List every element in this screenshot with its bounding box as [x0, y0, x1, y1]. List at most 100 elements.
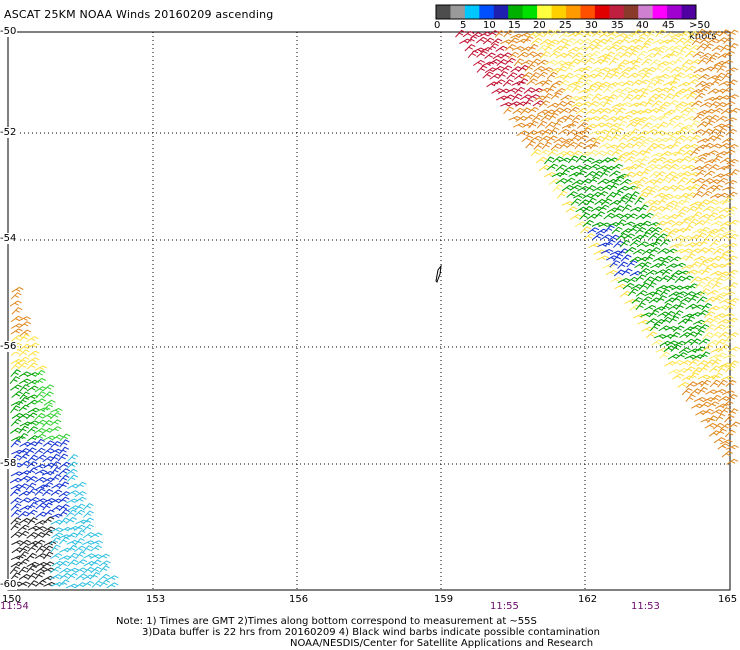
wind-barb: [656, 233, 668, 240]
wind-barb: [717, 318, 730, 325]
wind-barb: [680, 235, 693, 241]
wind-barb: [564, 114, 575, 123]
wind-barb: [521, 135, 534, 143]
wind-barb: [50, 441, 62, 448]
wind-barb: [10, 522, 21, 531]
wind-barb: [727, 360, 740, 368]
wind-barb: [720, 108, 733, 115]
wind-barb: [10, 471, 24, 477]
wind-barb: [675, 37, 687, 45]
wind-barb: [11, 412, 24, 419]
colorbar-label-15: 15: [508, 20, 521, 31]
wind-barb: [679, 285, 692, 291]
wind-barb: [692, 177, 705, 184]
wind-barb: [621, 268, 633, 276]
time-label-3: 11:53: [631, 601, 660, 612]
wind-barb: [559, 107, 572, 114]
wind-barb: [533, 142, 545, 150]
wind-barb: [700, 379, 712, 388]
wind-barb: [537, 44, 549, 52]
wind-barb: [569, 134, 582, 142]
wind-barb: [635, 226, 647, 235]
wind-barb: [26, 362, 38, 370]
wind-barb: [89, 571, 101, 580]
wind-barb: [724, 117, 738, 122]
wind-barb: [665, 120, 677, 128]
wind-barb: [484, 52, 496, 60]
wind-barb: [724, 414, 735, 423]
wind-barb: [648, 309, 660, 318]
wind-barb: [10, 362, 22, 370]
wind-barb: [681, 275, 694, 282]
wind-barb: [663, 345, 676, 352]
wind-barb: [677, 176, 688, 185]
wind-barb: [663, 92, 674, 101]
wind-barb: [10, 488, 21, 497]
wind-barb: [617, 261, 628, 269]
wind-barb: [17, 483, 29, 491]
wind-barb: [689, 324, 702, 331]
wind-barb: [50, 474, 62, 482]
wind-barb: [580, 178, 593, 185]
wind-barb: [618, 71, 629, 80]
wind-barb: [716, 165, 729, 171]
wind-barb: [27, 525, 41, 531]
wind-barb: [17, 566, 29, 575]
wind-barb: [587, 115, 601, 121]
wind-barb: [588, 163, 601, 170]
colorbar-swatch: [580, 5, 596, 19]
wind-barb: [554, 88, 567, 95]
wind-barb: [539, 51, 551, 59]
wind-barb: [34, 520, 47, 526]
wind-barb: [11, 391, 23, 398]
wind-barb: [723, 101, 736, 108]
lon-label-156: 156: [289, 594, 309, 605]
wind-barb: [34, 377, 47, 385]
wind-barb: [671, 295, 683, 303]
wind-barb: [685, 331, 698, 338]
wind-barb: [696, 296, 708, 304]
wind-barb: [58, 503, 70, 512]
wind-barb: [721, 137, 734, 144]
wind-barb: [611, 226, 623, 234]
wind-barb: [657, 311, 670, 318]
wind-barb: [550, 92, 562, 100]
wind-barb: [589, 50, 601, 58]
wind-barb: [696, 121, 709, 128]
wind-barb: [650, 87, 663, 93]
wind-barb: [637, 176, 649, 184]
wind-barb: [720, 172, 734, 178]
wind-barb: [720, 375, 734, 381]
wind-barb: [59, 536, 70, 545]
wind-barb: [668, 369, 681, 375]
wind-barb: [686, 92, 697, 100]
wind-barb: [589, 81, 603, 87]
wind-barb: [638, 204, 649, 213]
wind-barb: [664, 231, 676, 240]
wind-barb: [708, 52, 721, 60]
wind-barb: [528, 120, 539, 129]
wind-barb: [612, 51, 624, 59]
wind-barb: [42, 404, 54, 412]
wind-barb: [591, 44, 603, 52]
wind-barb: [19, 497, 32, 504]
wind-barb: [98, 560, 111, 567]
wind-barb: [701, 267, 712, 276]
wind-barb: [717, 271, 731, 277]
wind-barb: [10, 384, 22, 391]
wind-barb: [710, 394, 722, 402]
wind-barb: [75, 573, 88, 581]
wind-barb: [653, 64, 665, 73]
wind-barb: [718, 253, 729, 262]
wind-barb: [82, 580, 95, 588]
wind-barb: [455, 29, 466, 38]
wind-barb: [26, 565, 37, 573]
wind-barb: [683, 338, 696, 346]
wind-barb: [467, 50, 479, 58]
wind-barb: [631, 297, 643, 304]
wind-barb: [75, 529, 86, 538]
wind-barb: [11, 307, 23, 315]
wind-barb: [570, 150, 583, 157]
wind-barb: [661, 66, 673, 73]
wind-barb: [49, 537, 61, 545]
